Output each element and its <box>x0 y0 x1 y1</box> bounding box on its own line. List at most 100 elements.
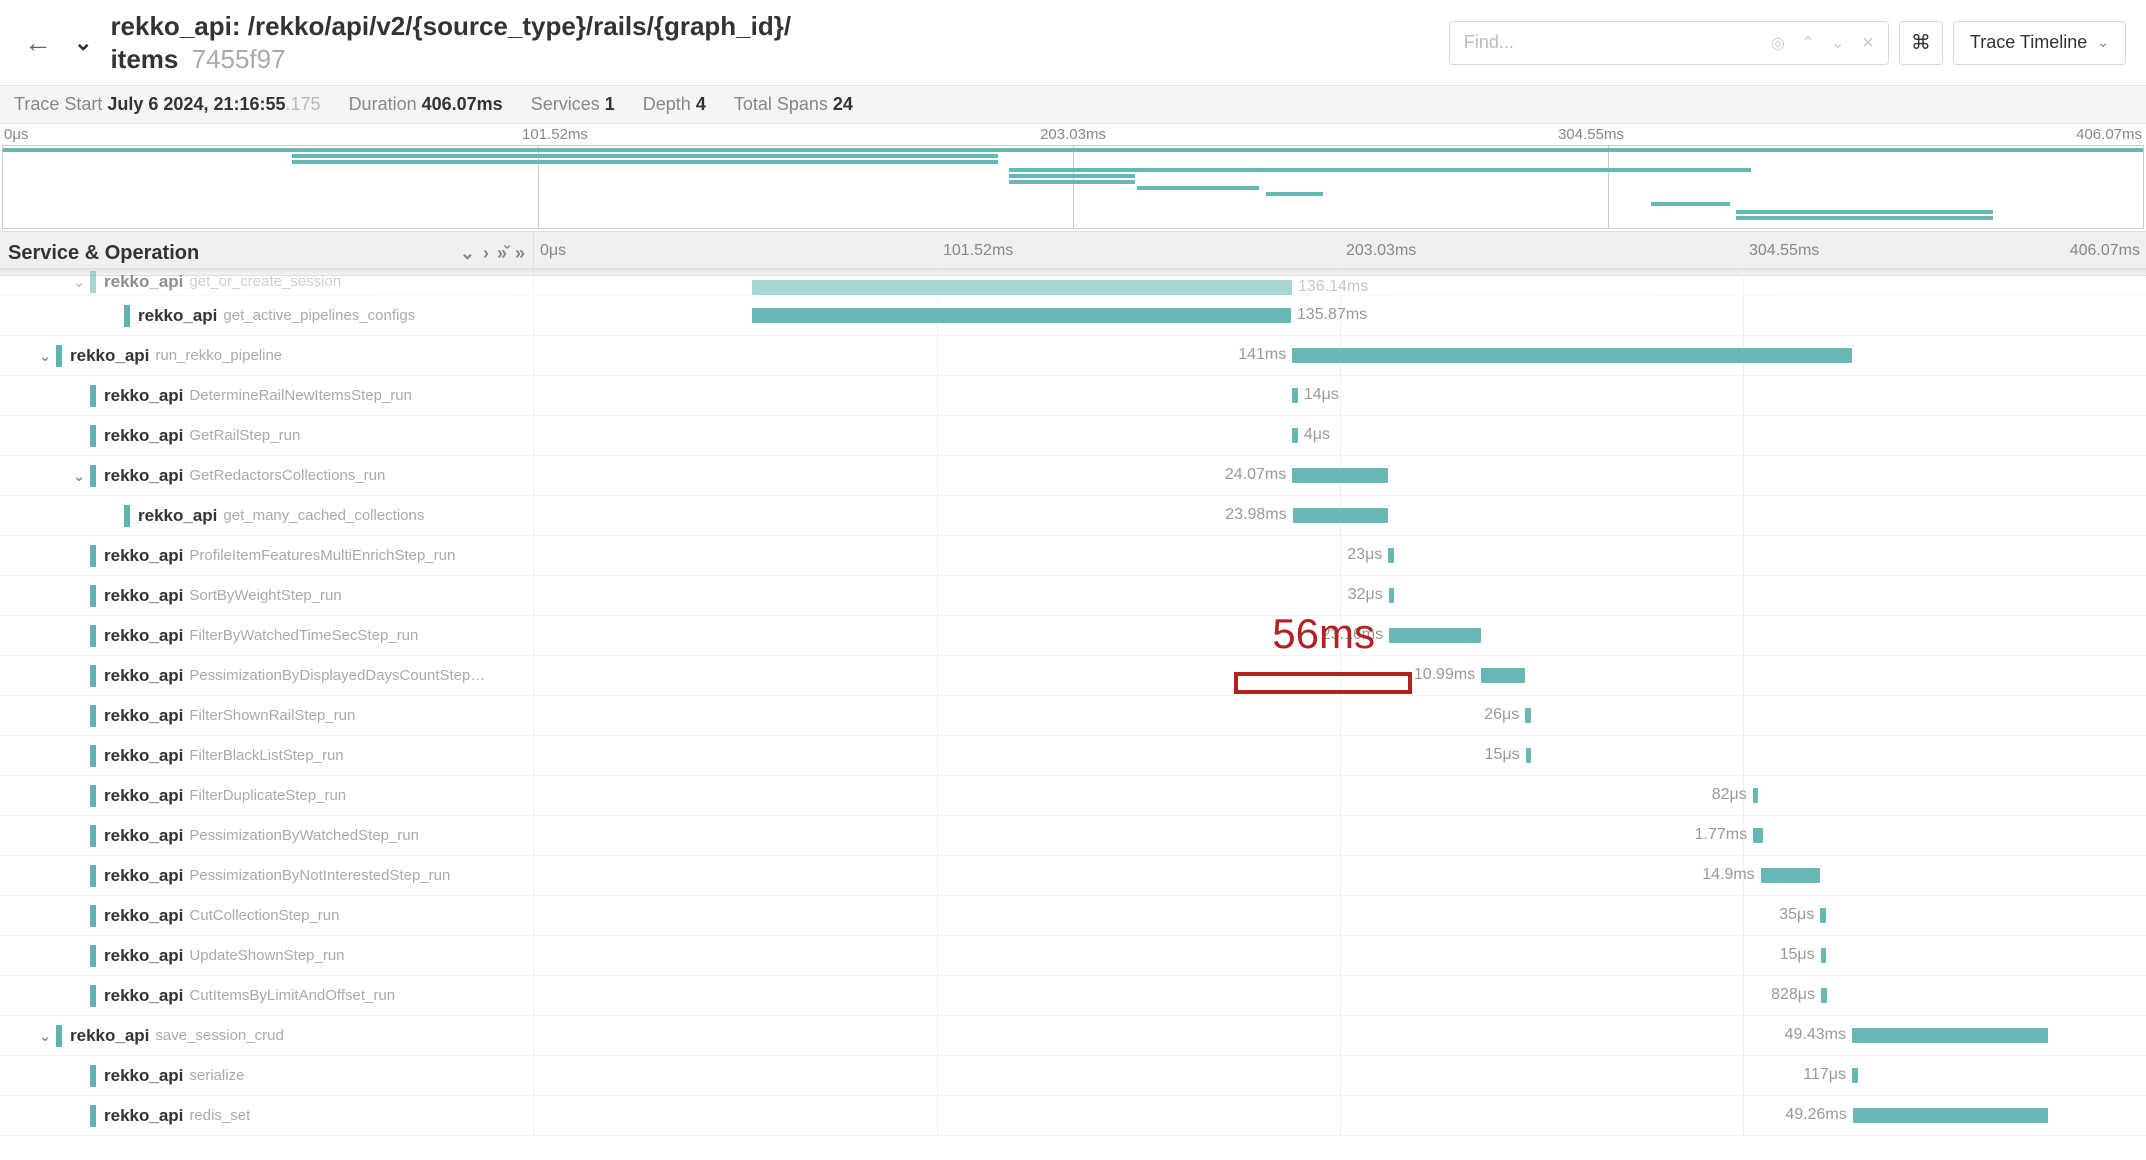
service-color-bar <box>90 985 96 1007</box>
service-name: rekko_api <box>104 946 183 966</box>
minimap-span-bar <box>1009 180 1135 184</box>
service-name: rekko_api <box>104 866 183 886</box>
row-gridline <box>1340 816 1341 855</box>
span-row[interactable]: rekko_apiFilterByWatchedTimeSecStep_run2… <box>0 616 2146 656</box>
service-color-bar <box>124 305 130 327</box>
span-bar[interactable] <box>752 308 1291 323</box>
span-row[interactable]: ⌄rekko_apiGetRedactorsCollections_run24.… <box>0 456 2146 496</box>
expand-toggle-icon[interactable]: ⌄ <box>34 347 56 365</box>
span-bar[interactable] <box>1761 868 1820 883</box>
span-row[interactable]: rekko_apiDetermineRailNewItemsStep_run14… <box>0 376 2146 416</box>
back-arrow-icon[interactable]: ← <box>20 23 56 63</box>
span-bar[interactable] <box>1388 548 1394 563</box>
expand-toggle-icon[interactable]: ⌄ <box>68 467 90 485</box>
minimap-tick: 406.07ms <box>2076 126 2142 143</box>
collapse-chevron-icon[interactable]: ⌄ <box>70 26 96 60</box>
service-color-bar <box>90 905 96 927</box>
span-row[interactable]: rekko_apiCutItemsByLimitAndOffset_run828… <box>0 976 2146 1016</box>
annotation-highlight-box <box>1234 672 1412 694</box>
span-duration-label: 135.87ms <box>1291 306 1367 324</box>
row-gridline <box>1743 736 1744 775</box>
trace-meta-bar: Trace Start July 6 2024, 21:16:55.175 Du… <box>0 86 2146 124</box>
span-bar[interactable] <box>1292 348 1852 363</box>
span-timeline-cell: 24.07ms <box>534 456 2146 495</box>
span-row[interactable]: rekko_apiPessimizationByDisplayedDaysCou… <box>0 656 2146 696</box>
keyboard-shortcuts-button[interactable]: ⌘ <box>1899 21 1943 65</box>
row-gridline <box>937 336 938 375</box>
span-bar[interactable] <box>1292 468 1388 483</box>
row-gridline <box>937 1096 938 1135</box>
span-duration-label: 24.07ms <box>1225 466 1292 484</box>
row-gridline <box>1743 936 1744 975</box>
span-row[interactable]: ⌄rekko_apisave_session_crud49.43ms <box>0 1016 2146 1056</box>
collapse-recursive-icon[interactable]: »̌ <box>497 243 507 264</box>
span-bar[interactable] <box>1389 588 1395 603</box>
operation-name: GetRedactorsCollections_run <box>189 467 385 484</box>
row-gridline <box>1743 696 1744 735</box>
span-row[interactable]: rekko_apiCutCollectionStep_run35μs <box>0 896 2146 936</box>
span-row[interactable]: ⌄rekko_apiget_or_create_session136.14ms <box>0 268 2146 296</box>
span-row[interactable]: rekko_apiUpdateShownStep_run15μs <box>0 936 2146 976</box>
span-bar[interactable] <box>1852 1028 2048 1043</box>
span-bar[interactable] <box>1852 1068 1858 1083</box>
span-row[interactable]: rekko_apiget_active_pipelines_configs135… <box>0 296 2146 336</box>
span-bar[interactable] <box>1853 1108 2049 1123</box>
span-bar[interactable] <box>1526 748 1532 763</box>
expand-toggle-icon[interactable]: ⌄ <box>34 1027 56 1045</box>
span-bar[interactable] <box>1753 828 1763 843</box>
span-service-cell: ⌄rekko_apisave_session_crud <box>0 1016 534 1055</box>
span-timeline-cell: 14.9ms <box>534 856 2146 895</box>
span-timeline-cell: 1.77ms <box>534 816 2146 855</box>
find-prev-icon[interactable]: ⌃ <box>1795 30 1821 56</box>
span-row[interactable]: rekko_apiSortByWeightStep_run32μs <box>0 576 2146 616</box>
span-timeline-cell: 23.16ms56ms <box>534 616 2146 655</box>
find-next-icon[interactable]: ⌄ <box>1825 30 1851 56</box>
span-service-cell: rekko_apiCutCollectionStep_run <box>0 896 534 935</box>
service-color-bar <box>90 385 96 407</box>
row-gridline <box>937 776 938 815</box>
span-row[interactable]: rekko_apiserialize117μs <box>0 1056 2146 1096</box>
row-gridline <box>937 1056 938 1095</box>
row-gridline <box>937 456 938 495</box>
service-color-bar <box>56 345 62 367</box>
row-gridline <box>1743 1016 1744 1055</box>
span-bar[interactable] <box>1525 708 1531 723</box>
span-row[interactable]: rekko_apiredis_set49.26ms <box>0 1096 2146 1136</box>
span-bar[interactable] <box>752 280 1292 295</box>
span-bar[interactable] <box>1293 508 1388 523</box>
span-bar[interactable] <box>1753 788 1759 803</box>
span-bar[interactable] <box>1481 668 1525 683</box>
minimap-span-bar <box>292 160 998 164</box>
service-name: rekko_api <box>104 706 183 726</box>
expand-one-icon[interactable]: › <box>483 243 489 264</box>
minimap-span-bar <box>1266 192 1324 196</box>
expand-toggle-icon[interactable]: ⌄ <box>68 273 90 291</box>
span-bar[interactable] <box>1821 988 1827 1003</box>
span-bar[interactable] <box>1820 908 1826 923</box>
span-bar[interactable] <box>1821 948 1827 963</box>
row-gridline <box>1340 856 1341 895</box>
span-row[interactable]: rekko_apiProfileItemFeaturesMultiEnrichS… <box>0 536 2146 576</box>
span-row[interactable]: rekko_apiFilterShownRailStep_run26μs <box>0 696 2146 736</box>
span-timeline-cell: 23.98ms <box>534 496 2146 535</box>
span-row[interactable]: rekko_apiPessimizationByWatchedStep_run1… <box>0 816 2146 856</box>
find-clear-icon[interactable]: ✕ <box>1855 30 1881 56</box>
row-gridline <box>937 536 938 575</box>
span-row[interactable]: rekko_apiFilterDuplicateStep_run82μs <box>0 776 2146 816</box>
span-row[interactable]: rekko_apiGetRailStep_run4μs <box>0 416 2146 456</box>
expand-recursive-icon[interactable]: » <box>515 243 525 264</box>
service-color-bar <box>90 271 96 293</box>
minimap-canvas[interactable] <box>2 145 2144 229</box>
view-mode-dropdown[interactable]: Trace Timeline ⌄ <box>1953 21 2126 65</box>
collapse-all-icon[interactable]: ⌄ <box>460 243 475 264</box>
span-bar[interactable] <box>1389 628 1481 643</box>
find-target-icon[interactable]: ◎ <box>1765 30 1791 56</box>
minimap-tick: 0μs <box>4 126 522 143</box>
span-row[interactable]: ⌄rekko_apirun_rekko_pipeline141ms <box>0 336 2146 376</box>
minimap[interactable]: 0μs 101.52ms 203.03ms 304.55ms 406.07ms <box>0 124 2146 232</box>
service-name: rekko_api <box>104 586 183 606</box>
span-duration-label: 32μs <box>1348 586 1389 604</box>
span-row[interactable]: rekko_apiFilterBlackListStep_run15μs <box>0 736 2146 776</box>
span-row[interactable]: rekko_apiPessimizationByNotInterestedSte… <box>0 856 2146 896</box>
span-row[interactable]: rekko_apiget_many_cached_collections23.9… <box>0 496 2146 536</box>
